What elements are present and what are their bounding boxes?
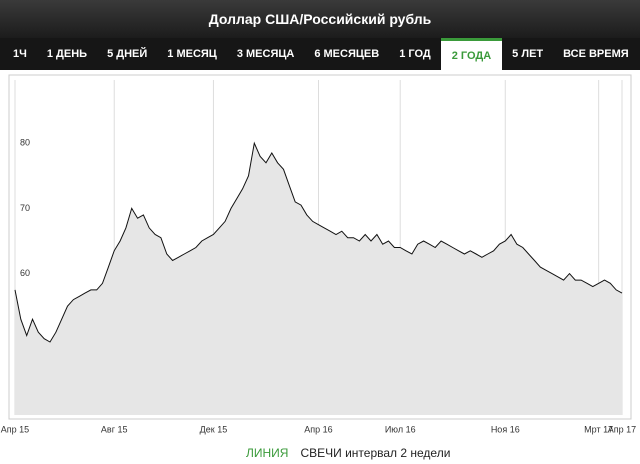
x-tick-label: Июл 16 — [385, 424, 416, 434]
chart-title: Доллар США/Российский рубль — [208, 11, 432, 27]
range-tab[interactable]: 1 МЕСЯЦ — [167, 48, 217, 60]
range-tab[interactable]: 5 ЛЕТ — [512, 48, 544, 60]
range-tab[interactable]: 3 МЕСЯЦА — [236, 48, 295, 60]
x-tick-label: Авг 15 — [101, 424, 128, 434]
range-tab[interactable]: ВСЕ ВРЕМЯ — [563, 48, 629, 60]
price-line — [14, 141, 623, 343]
x-tick-label: Апр 16 — [304, 424, 332, 434]
x-tick-label: Дек 15 — [200, 424, 228, 434]
range-tab[interactable]: 1 ГОД — [399, 48, 431, 60]
candle-mode[interactable]: СВЕЧИ интервал 2 недели — [300, 446, 451, 460]
y-tick-label: 70 — [20, 203, 30, 213]
x-tick-label: Апр 15 — [1, 424, 29, 434]
x-tick-label: Апр 17 — [608, 424, 636, 434]
range-tab[interactable]: 1 ДЕНЬ — [46, 48, 88, 60]
y-tick-label: 60 — [20, 268, 30, 278]
range-tab[interactable]: 1Ч — [13, 48, 27, 60]
x-tick-label: Мрт 17 — [584, 424, 613, 434]
title-bar: Доллар США/Российский рубль — [0, 0, 640, 38]
chart: Апр 15 Авг 15 Дек 15 Апр 16 Июл 16 Ноя 16 Мрт … — [1, 74, 636, 434]
range-tab[interactable]: 5 ДНЕЙ — [107, 48, 148, 60]
line-mode[interactable]: ЛИНИЯ — [246, 446, 289, 460]
x-tick-label: Ноя 16 — [491, 424, 520, 434]
chart-modes: ЛИНИЯ СВЕЧИ интервал 2 недели — [246, 446, 450, 460]
range-tabs: 1Ч 1 ДЕНЬ 5 ДНЕЙ 1 МЕСЯЦ 3 МЕСЯЦА 6 МЕСЯЦЕВ 1 … — [0, 38, 640, 70]
y-tick-label: 80 — [20, 138, 30, 148]
range-tab[interactable]: 6 МЕСЯЦЕВ — [314, 48, 380, 60]
range-tab[interactable]: 2 ГОДА — [440, 38, 503, 70]
area-fill — [15, 143, 622, 415]
